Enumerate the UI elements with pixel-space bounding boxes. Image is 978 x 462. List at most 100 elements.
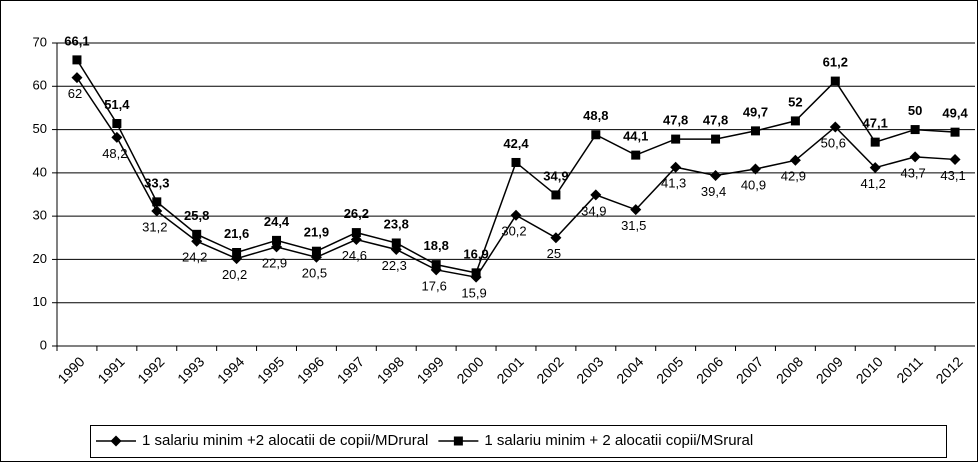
- data-point: [231, 253, 243, 265]
- data-point: [711, 134, 721, 144]
- data-label: 33,3: [144, 175, 169, 190]
- legend-marker: [110, 435, 122, 447]
- data-point: [151, 205, 163, 217]
- data-label: 41,3: [661, 176, 686, 191]
- x-tick-label: 2001: [493, 353, 526, 386]
- data-point: [869, 162, 881, 174]
- data-point: [591, 130, 601, 140]
- x-tick-label: 2006: [693, 353, 726, 386]
- data-point: [631, 150, 641, 160]
- data-label: 31,2: [142, 219, 167, 234]
- x-tick-label: 2011: [893, 353, 926, 386]
- data-label: 66,1: [64, 33, 89, 48]
- data-point: [550, 232, 562, 244]
- x-tick-label: 1994: [214, 353, 247, 386]
- data-point: [829, 121, 841, 133]
- x-tick-label: 2005: [653, 353, 686, 386]
- legend: 1 salariu minim +2 alocatii de copii/MDr…: [90, 425, 947, 458]
- data-point: [72, 55, 82, 65]
- data-label: 51,4: [104, 97, 130, 112]
- y-tick-label: 40: [33, 164, 47, 179]
- x-tick-label: 1998: [374, 353, 407, 386]
- data-label: 49,4: [942, 106, 968, 121]
- x-tick-label: 2004: [613, 353, 646, 386]
- data-point: [750, 126, 760, 136]
- series-line: [76, 77, 956, 279]
- x-tick-label: 2007: [733, 353, 766, 386]
- data-label: 26,2: [344, 206, 369, 221]
- y-tick-label: 70: [33, 34, 47, 49]
- data-point: [351, 228, 361, 238]
- data-point: [830, 76, 840, 86]
- data-point: [909, 151, 921, 163]
- x-tick-label: 2003: [573, 353, 606, 386]
- data-label: 52: [788, 94, 802, 109]
- data-label: 42,9: [781, 169, 806, 184]
- data-point: [152, 197, 162, 207]
- data-label: 31,5: [621, 218, 646, 233]
- data-point: [670, 161, 682, 173]
- x-tick-label: 2010: [853, 353, 886, 386]
- data-point: [112, 119, 122, 129]
- y-tick-label: 60: [33, 78, 47, 93]
- data-label: 62: [68, 86, 82, 101]
- data-point: [710, 169, 722, 181]
- x-tick-label: 2009: [813, 353, 846, 386]
- y-tick-label: 50: [33, 121, 47, 136]
- data-label: 15,9: [461, 286, 486, 301]
- data-label: 50,6: [821, 135, 846, 150]
- data-label: 47,1: [863, 116, 888, 131]
- data-point: [391, 238, 401, 248]
- data-point: [272, 235, 282, 245]
- data-label: 21,6: [224, 226, 249, 241]
- data-point: [192, 229, 202, 239]
- y-tick-label: 0: [40, 337, 47, 352]
- x-tick-label: 2000: [453, 353, 486, 386]
- x-tick-label: 1999: [414, 353, 447, 386]
- x-tick-label: 2008: [773, 353, 806, 386]
- data-point: [790, 116, 800, 126]
- x-tick-label: 1991: [94, 353, 127, 386]
- data-label: 21,9: [304, 225, 329, 240]
- data-label: 20,5: [302, 266, 327, 281]
- data-point: [910, 125, 920, 135]
- data-label: 42,4: [503, 136, 529, 151]
- y-tick-label: 20: [33, 251, 47, 266]
- data-label: 41,2: [861, 176, 886, 191]
- data-label: 24,4: [264, 214, 290, 229]
- x-tick-label: 2002: [533, 353, 566, 386]
- data-label: 48,8: [583, 108, 608, 123]
- x-tick-label: 1995: [254, 353, 287, 386]
- data-label: 40,9: [741, 177, 766, 192]
- y-tick-label: 30: [33, 208, 47, 223]
- data-point: [789, 154, 801, 166]
- legend-marker: [453, 436, 463, 446]
- data-point: [590, 189, 602, 201]
- x-tick-label: 1997: [334, 353, 367, 386]
- data-label: 61,2: [823, 55, 848, 70]
- legend-label: 1 salariu minim + 2 alocatii copii/MSrur…: [484, 432, 753, 449]
- data-point: [471, 268, 481, 278]
- data-label: 30,2: [501, 224, 526, 239]
- data-label: 25,8: [184, 208, 209, 223]
- data-label: 34,9: [581, 203, 606, 218]
- data-point: [870, 137, 880, 147]
- data-label: 24,6: [342, 248, 367, 263]
- x-tick-label: 1990: [54, 353, 87, 386]
- data-point: [511, 157, 521, 167]
- data-label: 47,8: [663, 113, 688, 128]
- x-tick-label: 2012: [932, 353, 965, 386]
- data-point: [630, 204, 642, 216]
- data-label: 16,9: [463, 246, 488, 261]
- data-label: 22,9: [262, 255, 287, 270]
- data-point: [232, 248, 242, 258]
- data-point: [949, 153, 961, 165]
- data-label: 50: [908, 103, 922, 118]
- data-label: 39,4: [701, 184, 726, 199]
- data-label: 49,7: [743, 104, 768, 119]
- data-label: 20,2: [222, 267, 247, 282]
- legend-label: 1 salariu minim +2 alocatii de copii/MDr…: [142, 432, 428, 449]
- x-tick-label: 1993: [174, 353, 207, 386]
- data-label: 25: [547, 246, 561, 261]
